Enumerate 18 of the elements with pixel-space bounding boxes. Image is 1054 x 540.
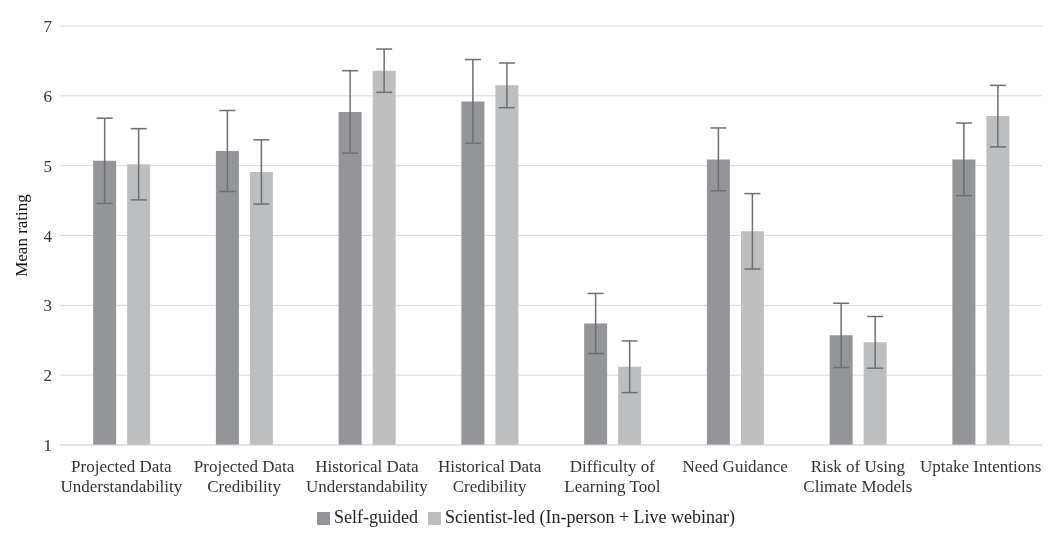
x-tick-label: Historical Data Credibility — [437, 457, 542, 496]
y-axis-title: Mean rating — [12, 193, 32, 277]
y-tick-label: 2 — [43, 366, 52, 386]
x-tick-label: Need Guidance — [682, 457, 788, 477]
y-tick-label: 7 — [43, 17, 53, 37]
x-tick-label: Uptake Intentions — [919, 457, 1042, 477]
x-tick-label: Risk of Using Climate Models — [803, 457, 913, 496]
y-tick-label: 3 — [43, 296, 52, 316]
y-tick-label: 1 — [43, 436, 52, 456]
x-tick-label: Projected Data Credibility — [193, 457, 295, 496]
legend-label: Self-guided — [333, 507, 418, 527]
legend-label: Scientist-led (In-person + Live webinar) — [444, 507, 736, 527]
y-tick-label: 6 — [43, 86, 52, 106]
y-tick-label: 5 — [43, 156, 52, 176]
x-tick-label: Historical Data Understandability — [305, 457, 429, 496]
x-tick-label: Difficulty of Learning Tool — [564, 457, 661, 496]
y-tick-label: 4 — [43, 226, 53, 246]
x-tick-label: Projected Data Understandability — [60, 457, 183, 496]
